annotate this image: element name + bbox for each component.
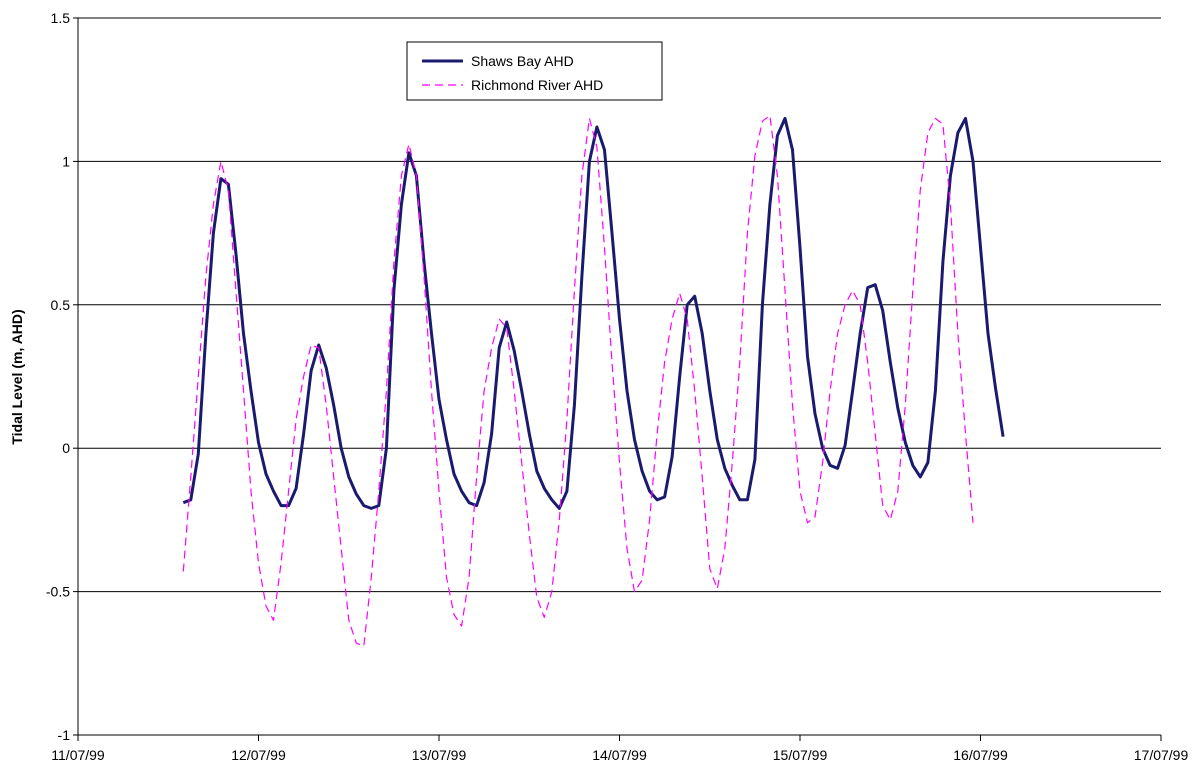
series-line-richmond-river: [182, 114, 974, 647]
y-tick-label: -1: [58, 727, 71, 743]
legend-box: [406, 41, 663, 101]
series: [182, 114, 1005, 647]
x-tick-label: 14/07/99: [592, 747, 647, 763]
y-tick-label: -0.5: [46, 584, 70, 600]
y-axis-label: Tidal Level (m, AHD): [9, 309, 25, 444]
legend-label-shaws-bay: Shaws Bay AHD: [471, 53, 574, 69]
x-tick-label: 15/07/99: [773, 747, 828, 763]
axes: [77, 18, 1161, 736]
legend-label-richmond-river: Richmond River AHD: [471, 77, 603, 93]
x-tick-label: 11/07/99: [51, 747, 105, 763]
legend: Shaws Bay AHD Richmond River AHD: [406, 41, 663, 101]
x-tick-label: 12/07/99: [231, 747, 286, 763]
x-tick-label: 16/07/99: [953, 747, 1008, 763]
series-line-shaws-bay: [182, 116, 1005, 510]
x-tick-label: 13/07/99: [412, 747, 467, 763]
x-tick-label: 17/07/99: [1134, 747, 1189, 763]
y-tick-label: 0.5: [51, 297, 71, 313]
y-tick-labels: -1 -0.5 0 0.5 1 1.5: [46, 10, 78, 743]
y-tick-label: 1: [62, 153, 70, 169]
y-tick-label: 0: [62, 440, 70, 456]
x-tick-labels: 11/07/99 12/07/99 13/07/99 14/07/99 15/07/99…: [51, 735, 1188, 763]
y-tick-label: 1.5: [51, 10, 71, 26]
